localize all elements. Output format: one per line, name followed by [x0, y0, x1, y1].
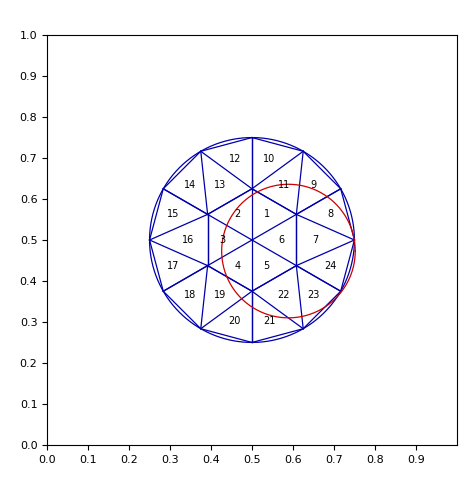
Text: 3: 3 — [219, 235, 226, 245]
Text: 21: 21 — [263, 316, 275, 326]
Text: 14: 14 — [185, 180, 197, 190]
Text: 7: 7 — [313, 235, 319, 245]
Text: 19: 19 — [214, 290, 226, 300]
Text: 18: 18 — [185, 290, 197, 300]
Text: 13: 13 — [214, 180, 226, 190]
Text: 4: 4 — [234, 260, 240, 270]
Text: 23: 23 — [307, 290, 320, 300]
Text: 17: 17 — [167, 260, 179, 270]
Text: 2: 2 — [234, 210, 240, 220]
Text: 24: 24 — [325, 260, 337, 270]
Text: 15: 15 — [167, 210, 179, 220]
Text: 20: 20 — [229, 316, 241, 326]
Text: 10: 10 — [263, 154, 275, 164]
Text: 9: 9 — [310, 180, 317, 190]
Text: 6: 6 — [278, 235, 284, 245]
Text: 12: 12 — [229, 154, 241, 164]
Text: 1: 1 — [264, 210, 270, 220]
Text: 16: 16 — [182, 235, 195, 245]
Text: 11: 11 — [278, 180, 290, 190]
Text: 5: 5 — [264, 260, 270, 270]
Text: 22: 22 — [277, 290, 290, 300]
Text: 8: 8 — [327, 210, 333, 220]
